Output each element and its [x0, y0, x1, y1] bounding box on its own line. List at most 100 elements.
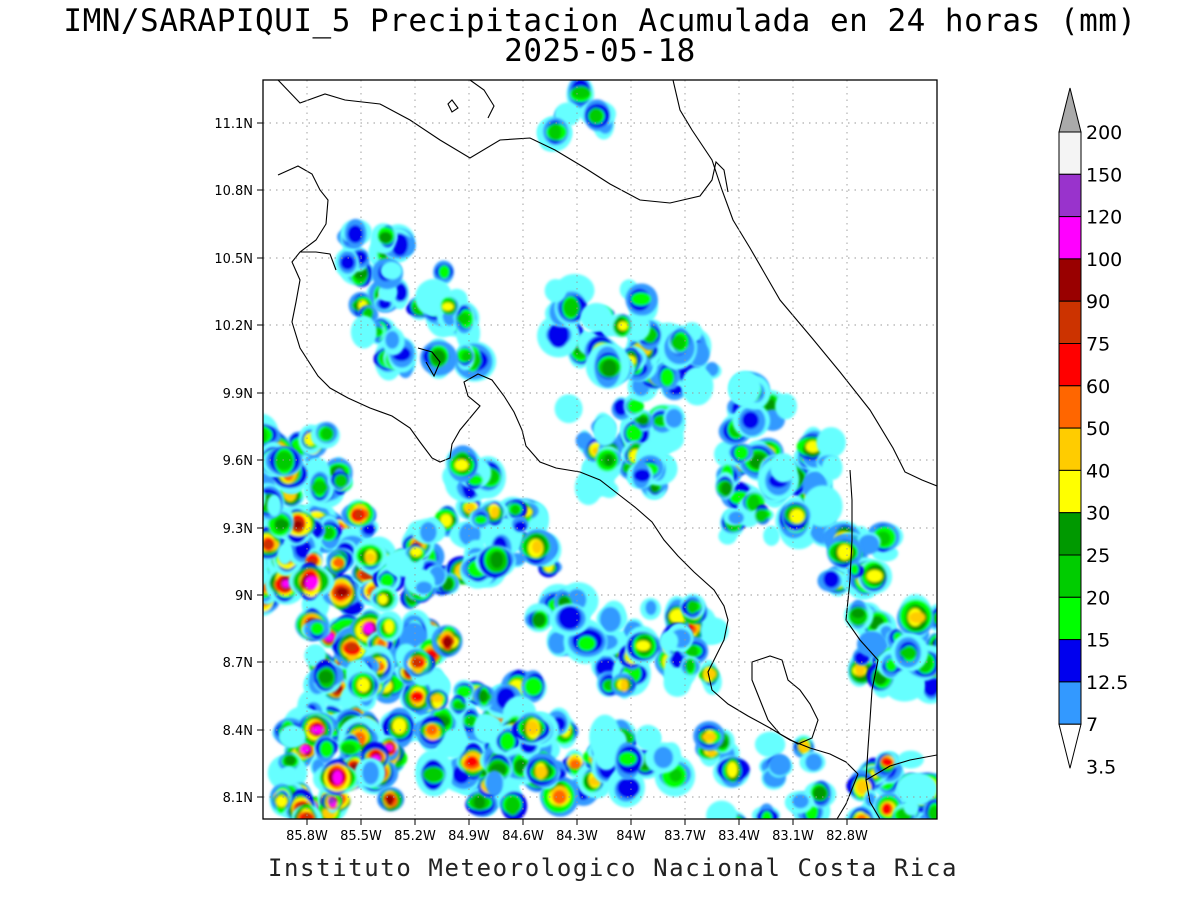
rain-cell: [607, 766, 645, 808]
lon-tick-label: 83.1W: [772, 829, 814, 844]
legend-label: 7: [1086, 714, 1098, 736]
rain-cell: [700, 617, 729, 644]
rain-cell: [624, 626, 661, 666]
rain-cell: [405, 543, 426, 562]
rain-cell: [327, 551, 348, 576]
rain-cell: [693, 721, 725, 751]
rain-cell: [354, 757, 386, 789]
rain-cell: [856, 629, 887, 658]
rain-cell: [267, 494, 282, 517]
rain-cell: [375, 610, 404, 642]
rain-cell: [729, 443, 754, 463]
rain-cell: [378, 225, 398, 248]
rain-cell: [353, 538, 388, 573]
rain-cell: [240, 421, 262, 446]
rain-cell: [403, 647, 431, 678]
lat-tick-label: 9N: [235, 589, 253, 604]
rain-cell: [663, 404, 685, 432]
rain-cell: [263, 567, 270, 585]
rain-cell: [856, 531, 881, 555]
map-title: IMN/SARAPIQUI_5 Precipitacion Acumulada …: [63, 3, 1137, 39]
rain-cell: [278, 752, 301, 773]
rain-cell: [345, 666, 380, 702]
rain-cell: [334, 248, 360, 278]
rain-cell: [310, 421, 340, 449]
rain-cell: [350, 315, 377, 349]
legend-label: 120: [1086, 207, 1122, 229]
rain-cell: [536, 117, 572, 147]
rain-cell: [263, 547, 266, 566]
rain-cell: [770, 453, 797, 483]
rain-cell: [594, 445, 622, 477]
rain-cell: [440, 728, 468, 759]
rain-cell: [475, 545, 516, 578]
lat-tick-label: 9.3N: [223, 522, 253, 537]
rain-cell: [310, 659, 345, 694]
lat-tick-label: 8.1N: [223, 791, 253, 806]
rain-cell: [610, 671, 637, 699]
rain-cell: [279, 724, 306, 748]
legend-swatch: [1058, 554, 1082, 598]
precipitation-field: [240, 80, 937, 819]
rain-cell: [544, 279, 567, 303]
rain-cell: [453, 303, 476, 334]
rain-cell: [817, 569, 846, 592]
rain-cell: [456, 342, 475, 371]
legend-swatch: [1058, 639, 1082, 683]
legend-label: 40: [1086, 460, 1110, 482]
legend-swatch: [1058, 596, 1082, 641]
rain-cell: [625, 283, 658, 317]
rain-cell: [540, 775, 580, 817]
legend-label: 20: [1086, 587, 1110, 609]
rain-cell: [781, 496, 811, 533]
rain-cell: [523, 752, 561, 788]
rain-cell: [580, 99, 617, 131]
rain-cell: [338, 733, 362, 762]
rain-cell: [303, 471, 335, 505]
rain-cell: [784, 790, 814, 814]
rain-cell: [826, 533, 863, 573]
rain-cell: [327, 468, 353, 491]
legend-swatch: [1058, 512, 1082, 556]
rain-cell: [875, 751, 900, 775]
rain-cell: [712, 755, 750, 789]
rain-cell: [271, 789, 291, 813]
rain-cell: [380, 261, 402, 280]
rain-cell: [600, 481, 619, 499]
rain-cell: [679, 593, 706, 620]
lat-tick-label: 9.9N: [223, 387, 253, 402]
rain-cell: [415, 575, 433, 598]
rain-cell: [472, 685, 496, 711]
rain-cell: [468, 508, 490, 529]
rain-cell: [623, 394, 644, 418]
legend-swatch: [1058, 258, 1082, 302]
rain-cell: [715, 471, 736, 500]
rain-cell: [511, 712, 553, 746]
rain-cell: [314, 734, 338, 764]
legend-label: 15: [1086, 630, 1110, 652]
rain-cell: [821, 455, 843, 480]
lat-tick-label: 8.4N: [223, 724, 253, 739]
legend-swatch: [1058, 427, 1082, 471]
rain-cell: [802, 485, 843, 528]
rain-cell: [763, 525, 780, 546]
rain-cell: [279, 765, 299, 786]
rain-cell: [681, 366, 714, 406]
legend-label: 150: [1086, 164, 1122, 186]
rain-cell: [896, 594, 935, 640]
legend-label: 50: [1086, 418, 1110, 440]
map-date: 2025-05-18: [504, 33, 696, 69]
rain-cell: [433, 260, 455, 286]
rain-cell: [382, 327, 405, 356]
rain-cell: [857, 559, 893, 594]
rain-cell: [799, 751, 826, 773]
rain-cell: [775, 393, 798, 420]
legend-swatch: [1058, 469, 1082, 514]
rain-cell: [448, 695, 467, 716]
rain-cell: [554, 394, 583, 424]
rain-cell: [341, 499, 377, 529]
lon-tick-label: 84.3W: [556, 829, 598, 844]
rain-cell: [440, 297, 460, 316]
rain-cell: [596, 605, 628, 633]
